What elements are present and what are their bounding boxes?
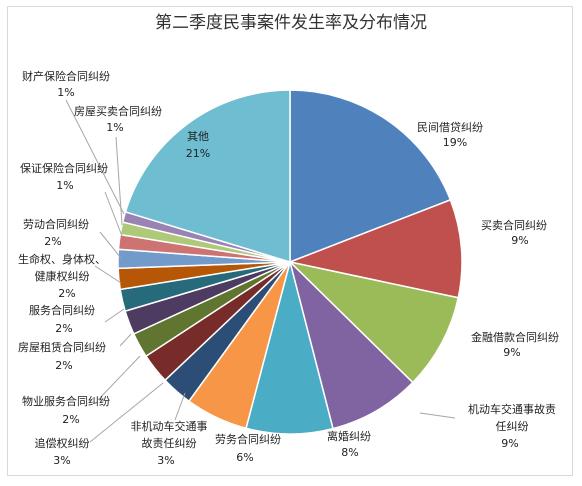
slice-name-label: 机动车交通事故责 <box>468 402 556 416</box>
slice-name-label: 服务合同纠纷 <box>29 303 95 317</box>
leader-line <box>419 412 456 419</box>
slice-percent-label: 2% <box>44 235 61 248</box>
slice-percent-label: 6% <box>236 451 253 464</box>
leader-line <box>65 99 125 215</box>
slice-name-label: 健康权纠纷 <box>35 269 90 283</box>
slice-name-label: 财产保险合同纠纷 <box>22 69 110 83</box>
slice-percent-label: 1% <box>106 121 123 134</box>
pie-slice <box>287 198 463 299</box>
slice-name-label: 金融借款合同纠纷 <box>471 330 559 344</box>
slice-name-label: 非机动车交通事 <box>131 419 208 433</box>
slice-percent-label: 1% <box>56 179 73 192</box>
pie-slice <box>288 259 414 430</box>
slice-percent-label: 1% <box>57 86 74 99</box>
slice-percent-label: 9% <box>503 346 520 359</box>
pie-slice <box>245 259 334 435</box>
slice-percent-label: 3% <box>157 454 174 467</box>
slice-name-label: 任纠纷 <box>496 420 529 433</box>
leader-line <box>99 231 122 259</box>
slice-name-label: 房屋买卖合同纠纷 <box>74 104 162 118</box>
leader-line <box>119 333 132 347</box>
slice-percent-label: 2% <box>55 322 72 335</box>
pie-slice <box>287 260 460 384</box>
leader-line <box>104 191 123 237</box>
leader-line <box>89 382 164 443</box>
slice-percent-label: 3% <box>53 454 70 467</box>
slice-name-label: 保证保险合同纠纷 <box>20 161 108 175</box>
slice-percent-label: 9% <box>511 234 528 247</box>
slice-name-label: 生命权、身体权、 <box>18 252 106 266</box>
slice-name-label: 买卖合同纠纷 <box>481 218 547 232</box>
leader-line <box>97 355 141 401</box>
slice-name-label: 追偿权纠纷 <box>35 436 90 450</box>
leader-line <box>115 136 123 226</box>
slice-name-label: 房屋租赁合同纠纷 <box>18 340 106 354</box>
slice-percent-label: 19% <box>443 136 467 149</box>
slice-name-label: 物业服务合同纠纷 <box>22 394 110 408</box>
slice-percent-label: 9% <box>501 437 518 450</box>
slice-name-label: 其他 <box>187 130 209 143</box>
pie-slice <box>289 89 452 264</box>
leader-line <box>174 392 186 421</box>
chart-title: 第二季度民事案件发生率及分布情况 <box>155 13 427 33</box>
slice-percent-label: 2% <box>58 287 75 300</box>
leader-line <box>94 265 122 284</box>
slice-name-label: 劳务合同纠纷 <box>215 432 281 446</box>
slice-percent-label: 2% <box>55 359 72 372</box>
slice-name-label: 劳动合同纠纷 <box>23 217 89 231</box>
slice-percent-label: 8% <box>341 446 358 459</box>
leader-line <box>104 308 125 323</box>
slice-name-label: 民间借贷纠纷 <box>417 120 483 134</box>
slice-name-label: 故责任纠纷 <box>142 436 197 450</box>
slice-name-label: 离婚纠纷 <box>327 429 371 443</box>
slice-percent-label: 2% <box>62 413 79 426</box>
pie-slice <box>124 89 291 264</box>
slice-percent-label: 21% <box>186 147 210 160</box>
